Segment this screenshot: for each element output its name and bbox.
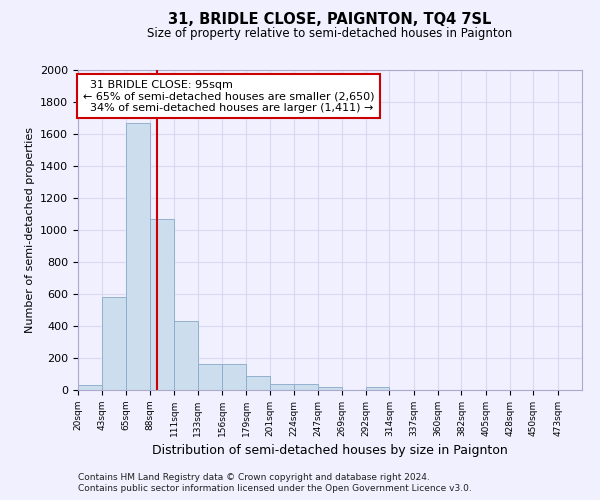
Text: Size of property relative to semi-detached houses in Paignton: Size of property relative to semi-detach… — [148, 28, 512, 40]
Text: Contains HM Land Registry data © Crown copyright and database right 2024.: Contains HM Land Registry data © Crown c… — [78, 472, 430, 482]
Text: 31 BRIDLE CLOSE: 95sqm  
← 65% of semi-detached houses are smaller (2,650)
  34%: 31 BRIDLE CLOSE: 95sqm ← 65% of semi-det… — [83, 80, 374, 113]
X-axis label: Distribution of semi-detached houses by size in Paignton: Distribution of semi-detached houses by … — [152, 444, 508, 458]
Bar — [197, 364, 222, 390]
Bar — [150, 219, 175, 390]
Text: Contains public sector information licensed under the Open Government Licence v3: Contains public sector information licen… — [78, 484, 472, 493]
Bar — [103, 297, 125, 390]
Bar — [366, 387, 389, 390]
Y-axis label: Number of semi-detached properties: Number of semi-detached properties — [25, 127, 35, 333]
Bar — [125, 123, 150, 390]
Bar — [269, 384, 294, 390]
Bar — [78, 385, 103, 390]
Bar — [222, 364, 247, 390]
Text: 31, BRIDLE CLOSE, PAIGNTON, TQ4 7SL: 31, BRIDLE CLOSE, PAIGNTON, TQ4 7SL — [169, 12, 491, 28]
Bar — [294, 384, 319, 390]
Bar — [319, 387, 341, 390]
Bar — [247, 376, 269, 390]
Bar — [175, 321, 197, 390]
